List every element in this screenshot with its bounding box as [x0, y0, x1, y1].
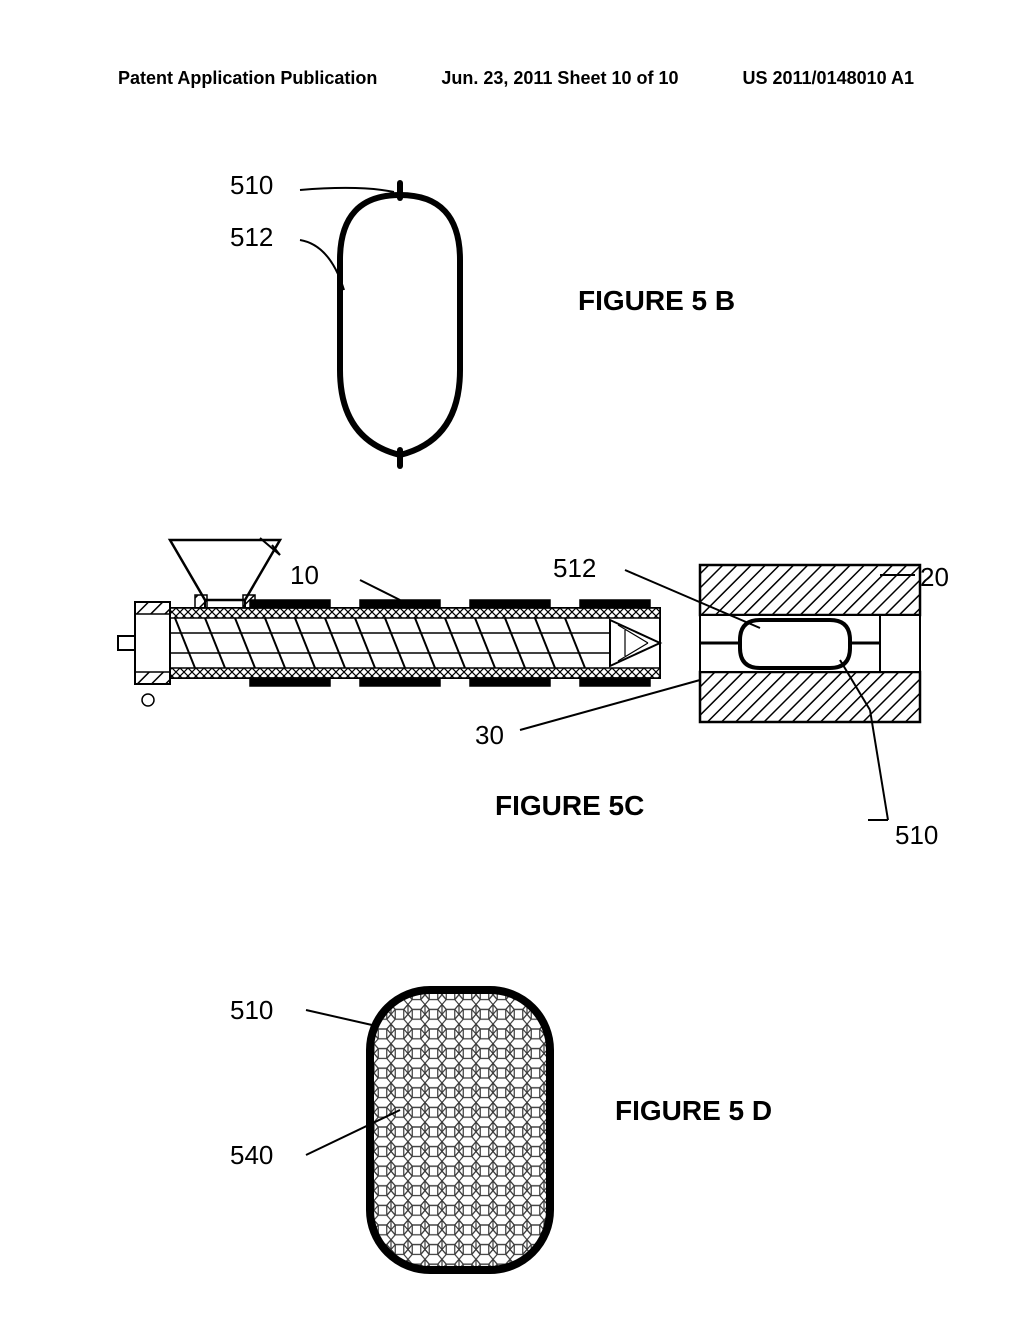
- ref-510-5d: 510: [230, 995, 273, 1026]
- ref-512-5b: 512: [230, 222, 273, 253]
- ref-10-5c: 10: [290, 560, 319, 591]
- ref-20-5c: 20: [920, 562, 949, 593]
- ref-30-5c: 30: [475, 720, 504, 751]
- ref-510-5b: 510: [230, 170, 273, 201]
- ref-510-5c: 510: [895, 820, 938, 851]
- figure-5b-drawing: [340, 183, 460, 466]
- figure-5c-drawing: [118, 540, 920, 722]
- figure-5b-title: FIGURE 5 B: [578, 285, 735, 317]
- figure-5c-title: FIGURE 5C: [495, 790, 644, 822]
- ref-512-5c: 512: [553, 553, 596, 584]
- ref-540-5d: 540: [230, 1140, 273, 1171]
- figure-5d-drawing: [350, 970, 570, 1290]
- figure-canvas: [0, 0, 1024, 1320]
- figure-5d-title: FIGURE 5 D: [615, 1095, 772, 1127]
